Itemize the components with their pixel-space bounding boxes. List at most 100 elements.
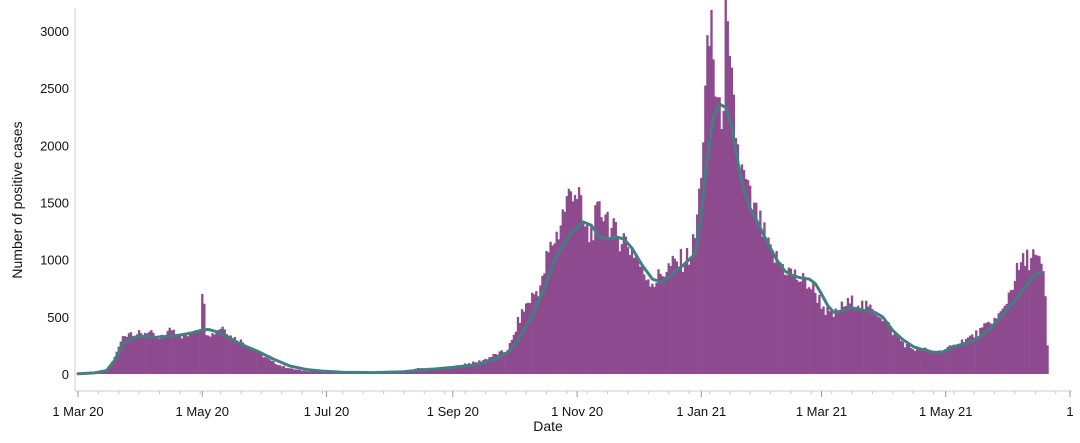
bar bbox=[679, 249, 683, 374]
bar bbox=[632, 257, 636, 374]
bar bbox=[268, 359, 271, 374]
bar bbox=[698, 188, 701, 374]
bar bbox=[321, 371, 324, 374]
bar bbox=[146, 333, 149, 374]
bar bbox=[567, 188, 571, 374]
bar bbox=[569, 191, 573, 374]
bar bbox=[260, 353, 263, 374]
bar bbox=[832, 316, 835, 374]
bar bbox=[624, 236, 628, 374]
bar bbox=[891, 335, 894, 374]
bar bbox=[447, 366, 450, 374]
bar bbox=[205, 335, 208, 374]
bar bbox=[508, 343, 512, 374]
bar bbox=[716, 97, 719, 375]
bar bbox=[488, 357, 491, 374]
bar bbox=[643, 274, 646, 374]
bar bbox=[559, 225, 562, 374]
bar bbox=[492, 353, 495, 374]
bar bbox=[123, 336, 127, 374]
bar-series bbox=[76, 0, 1049, 375]
bar bbox=[920, 350, 923, 374]
bar bbox=[814, 292, 817, 374]
bar bbox=[877, 316, 880, 374]
x-tick-label: 1 Nov 20 bbox=[551, 404, 603, 419]
bar bbox=[1040, 263, 1043, 374]
bar bbox=[722, 110, 725, 375]
bar bbox=[1030, 257, 1033, 374]
bar bbox=[164, 337, 167, 374]
bar bbox=[773, 262, 776, 374]
bar bbox=[724, 0, 727, 374]
bar bbox=[213, 334, 216, 374]
bar bbox=[854, 308, 858, 374]
bar bbox=[327, 372, 330, 374]
bar bbox=[689, 259, 693, 374]
bar bbox=[115, 351, 118, 374]
bar bbox=[467, 363, 471, 374]
bar bbox=[1032, 249, 1035, 374]
bar bbox=[869, 304, 872, 374]
bar bbox=[478, 360, 481, 374]
bar bbox=[317, 371, 320, 374]
bar bbox=[600, 217, 603, 374]
bar bbox=[905, 343, 909, 374]
bar bbox=[893, 331, 896, 374]
bar bbox=[484, 358, 487, 374]
bar bbox=[981, 327, 984, 374]
bar bbox=[665, 271, 668, 374]
bar bbox=[461, 365, 465, 374]
bar bbox=[930, 350, 933, 374]
bar bbox=[816, 302, 819, 374]
bar bbox=[634, 253, 638, 374]
bar bbox=[628, 255, 632, 374]
bar bbox=[545, 250, 548, 374]
bar bbox=[685, 248, 689, 374]
bar bbox=[133, 335, 137, 374]
bar bbox=[258, 350, 261, 374]
bar bbox=[602, 221, 605, 374]
bar bbox=[710, 9, 713, 374]
bar bbox=[622, 233, 626, 374]
bar bbox=[964, 339, 968, 374]
bar bbox=[184, 335, 188, 374]
bar bbox=[626, 247, 630, 374]
bar bbox=[582, 223, 585, 374]
bar bbox=[639, 266, 642, 374]
bar bbox=[887, 322, 890, 374]
bar bbox=[125, 336, 129, 374]
bar bbox=[431, 368, 434, 374]
bar bbox=[1017, 269, 1021, 374]
bar bbox=[168, 327, 171, 374]
bar bbox=[885, 322, 888, 374]
bar bbox=[233, 337, 237, 374]
bar bbox=[795, 279, 799, 374]
bar bbox=[551, 245, 554, 374]
bar bbox=[950, 345, 953, 374]
bar bbox=[651, 283, 654, 374]
bar bbox=[121, 336, 125, 374]
bar bbox=[457, 365, 461, 374]
bar bbox=[254, 350, 257, 374]
bar bbox=[152, 332, 155, 374]
bar bbox=[307, 371, 310, 374]
bar bbox=[247, 347, 251, 374]
bar bbox=[148, 331, 151, 374]
bar bbox=[818, 294, 821, 374]
bar bbox=[909, 348, 913, 374]
bar bbox=[510, 339, 514, 374]
bar bbox=[433, 368, 436, 374]
bar bbox=[661, 276, 664, 374]
bar bbox=[1009, 290, 1013, 374]
bar bbox=[537, 296, 540, 374]
x-tick-label: 1 Jan 21 bbox=[676, 404, 726, 419]
bar bbox=[1019, 262, 1023, 374]
bar bbox=[520, 309, 524, 374]
bar bbox=[918, 347, 921, 374]
bar bbox=[834, 308, 837, 374]
bar bbox=[922, 348, 925, 374]
bar bbox=[1003, 305, 1006, 374]
bar bbox=[441, 368, 444, 374]
bar bbox=[840, 301, 844, 374]
bar bbox=[539, 285, 542, 374]
